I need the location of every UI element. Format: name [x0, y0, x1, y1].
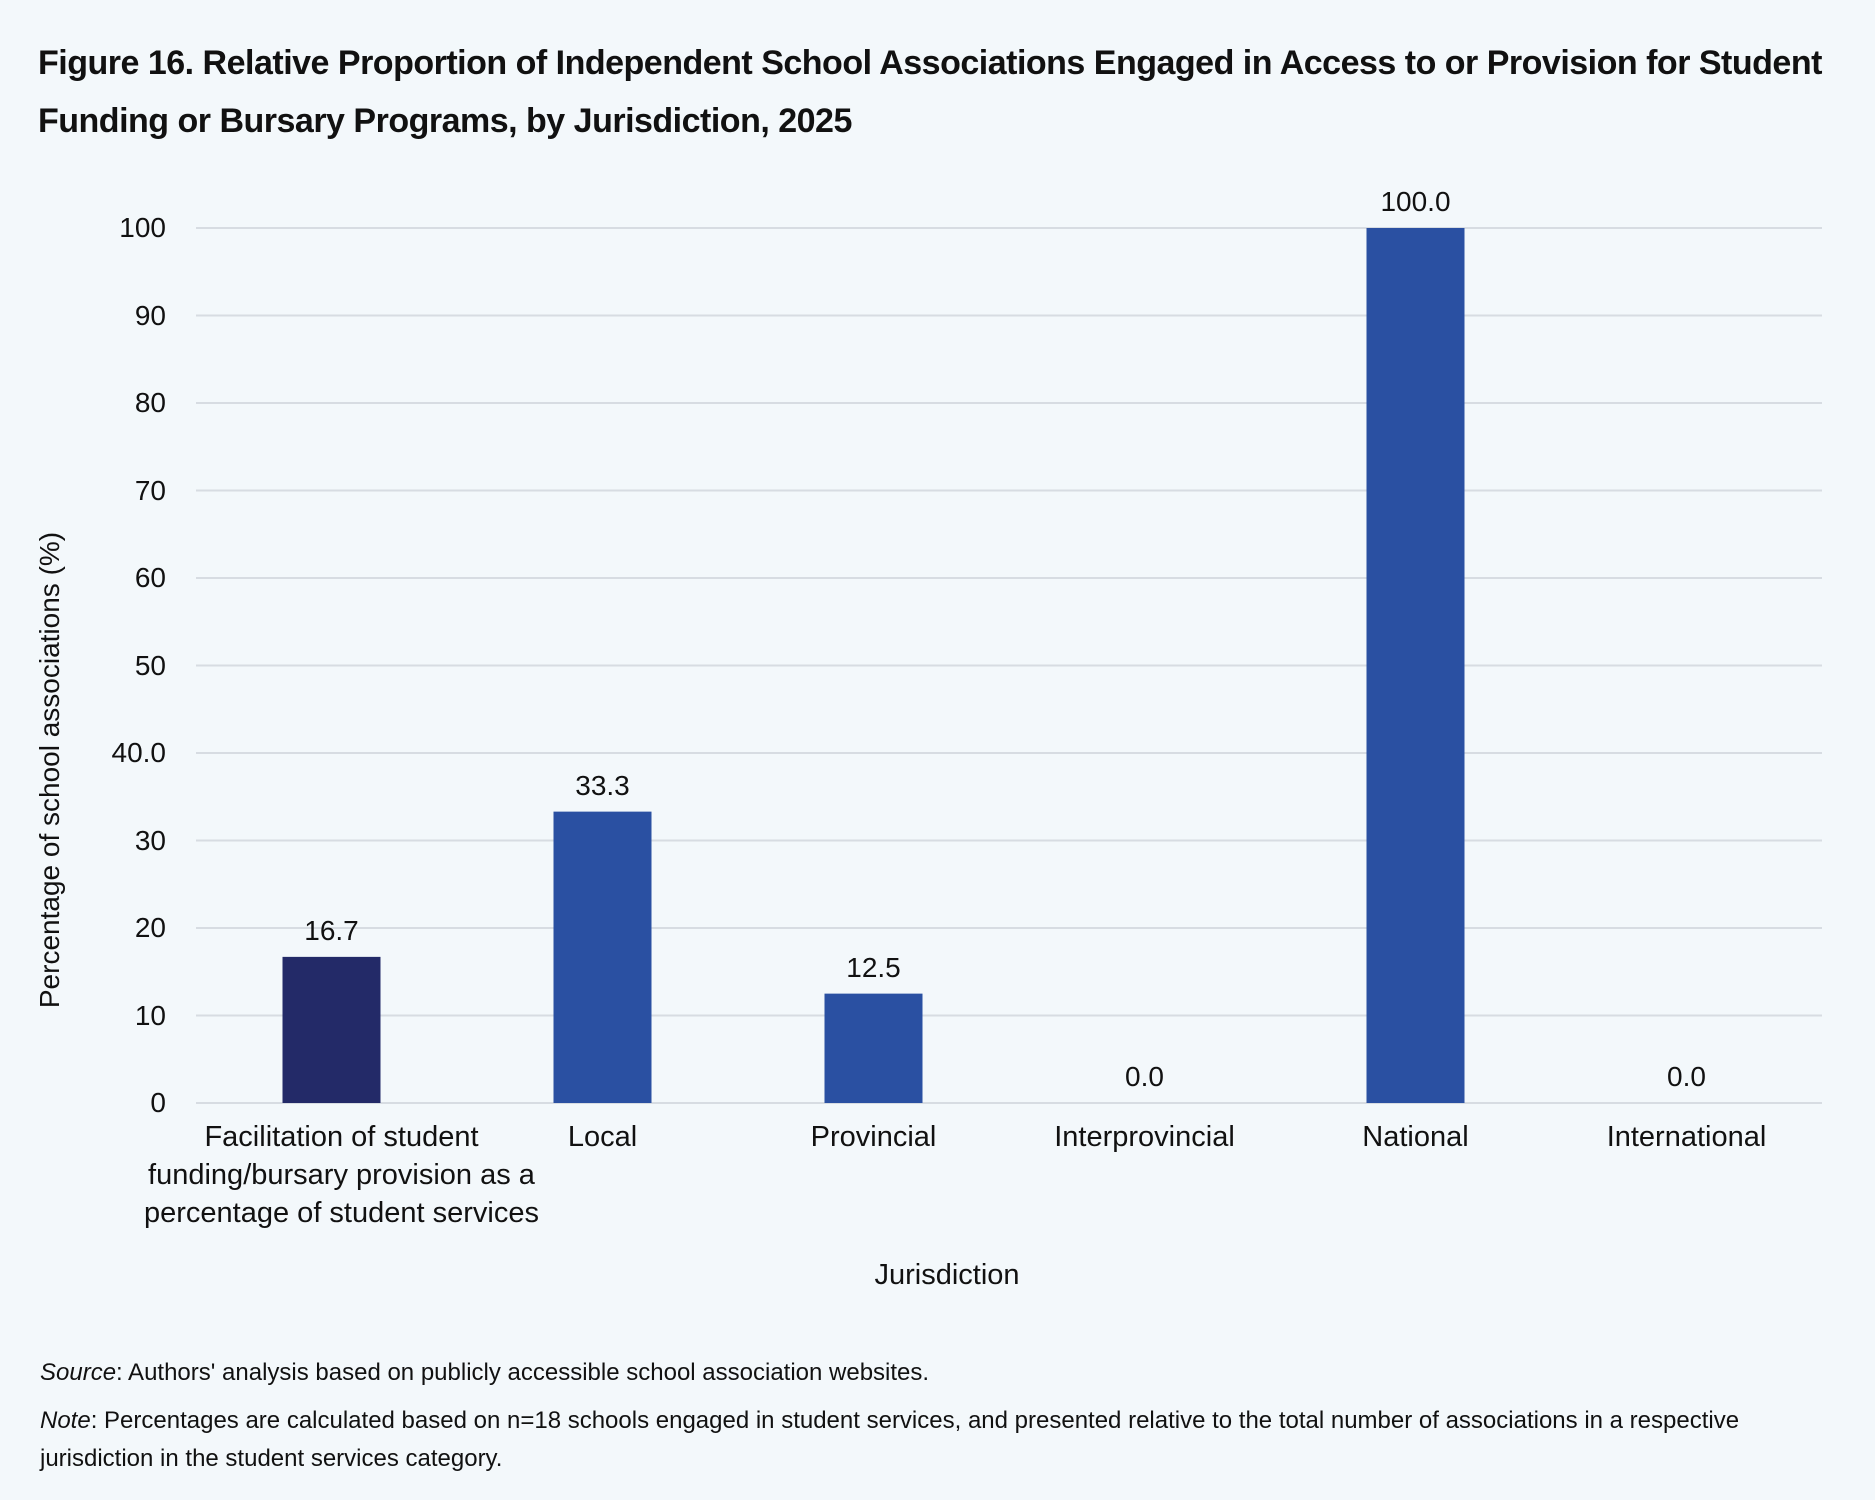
y-tick-label: 90	[134, 299, 166, 331]
value-label: 0.0	[1667, 1061, 1706, 1092]
footnote-label: Note	[40, 1407, 91, 1434]
x-tick-label: Interprovincial	[1054, 1121, 1235, 1153]
y-tick-label: 20	[134, 912, 166, 943]
x-tick-label: Local	[567, 1121, 638, 1153]
y-tick-label: 100	[119, 212, 166, 243]
y-axis-label: Percentage of school associations (%)	[34, 531, 65, 1009]
bar	[824, 993, 923, 1103]
footnote: Note: Percentages are calculated based o…	[40, 1402, 1840, 1478]
y-tick-label: 60	[134, 562, 166, 593]
value-label: 33.3	[575, 769, 630, 801]
y-tick-label: 10	[134, 999, 166, 1031]
y-tick-label: 0	[150, 1087, 166, 1118]
x-tick-label: Facilitation of student funding/bursary …	[144, 1121, 539, 1229]
y-tick-label: 80	[134, 387, 166, 418]
y-tick-label: 70	[134, 474, 166, 506]
y-tick-label: 40.0	[111, 737, 167, 768]
value-label: 16.7	[304, 914, 359, 946]
x-tick-label: Provincial	[810, 1121, 937, 1153]
footnote: Source: Authors' analysis based on publi…	[40, 1354, 1840, 1392]
value-label: 100.0	[1380, 186, 1451, 217]
footnote-text: : Percentages are calculated based on n=…	[40, 1407, 1740, 1472]
x-tick-label: International	[1606, 1121, 1767, 1153]
x-axis-label: Jurisdiction	[874, 1259, 1020, 1291]
y-tick-label: 50	[134, 649, 166, 681]
footnote-label: Source	[40, 1359, 117, 1386]
x-tick-label: National	[1362, 1121, 1469, 1153]
y-tick-label: 30	[134, 824, 166, 856]
value-label: 0.0	[1125, 1061, 1164, 1092]
chart-title: Figure 16. Relative Proportion of Indepe…	[38, 44, 1822, 140]
value-label: 12.5	[846, 951, 901, 983]
bar	[282, 956, 381, 1103]
footnote-text: : Authors' analysis based on publicly ac…	[116, 1359, 930, 1386]
bar	[553, 811, 652, 1103]
bar	[1366, 228, 1465, 1103]
